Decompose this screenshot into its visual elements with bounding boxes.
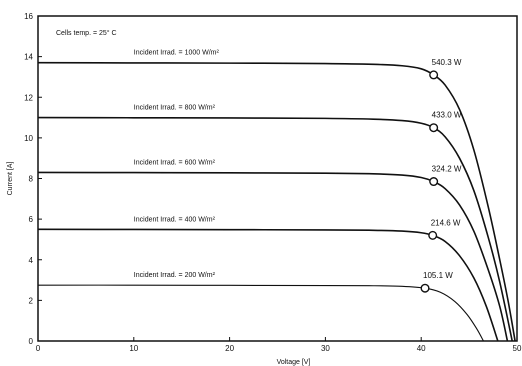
series-line [37, 284, 484, 342]
axis-ticks: 0 10 20 30 40 50 0 2 4 6 8 10 12 14 16 [24, 12, 522, 353]
series-labels: Incident Irrad. = 1000 W/m² Incident Irra… [134, 50, 220, 279]
mpp-point [429, 177, 439, 187]
x-tick-label: 50 [513, 344, 522, 353]
plot-area: 0 10 20 30 40 50 0 2 4 6 8 10 12 14 16 Incident Irrad.… [24, 12, 522, 353]
mpp-point [428, 230, 438, 240]
y-tick-label: 10 [24, 134, 33, 143]
cells-temperature-note: Cells temp. = 25° C [56, 29, 117, 37]
x-tick-label: 10 [129, 344, 138, 353]
mpp-power-label: 105.1 W [423, 271, 453, 280]
y-tick-label: 4 [29, 256, 34, 265]
series-name-label: Incident Irrad. = 400 W/m² [134, 216, 216, 223]
y-tick-label: 12 [24, 93, 33, 102]
mpp-point [429, 70, 439, 80]
series-line [37, 61, 516, 342]
y-tick-label: 14 [24, 53, 33, 62]
x-tick-label: 0 [36, 344, 41, 353]
x-tick-label: 30 [321, 344, 330, 353]
mpp-power-label: 433.0 W [432, 111, 462, 120]
y-tick-label: 0 [29, 337, 34, 346]
y-axis-label: Current [A] [7, 162, 14, 196]
series-name-label: Incident Irrad. = 800 W/m² [134, 105, 216, 112]
series-name-label: Incident Irrad. = 600 W/m² [134, 159, 216, 166]
x-tick-label: 40 [417, 344, 426, 353]
mpp-point [420, 283, 430, 293]
series-name-label: Incident Irrad. = 1000 W/m² [134, 50, 220, 57]
y-tick-label: 16 [24, 12, 33, 21]
mpp-power-label: 214.6 W [431, 218, 461, 227]
series-line [37, 171, 509, 342]
series-line [37, 228, 499, 342]
mpp-power-label: 540.3 W [432, 58, 462, 67]
y-tick-label: 2 [29, 296, 34, 305]
mpp-power-label: 324.2 W [432, 165, 462, 174]
series-name-label: Incident Irrad. = 200 W/m² [134, 272, 216, 279]
series-curves [37, 61, 516, 342]
mpp-point [429, 123, 439, 133]
x-axis-label: Voltage [V] [277, 359, 311, 366]
y-tick-label: 8 [29, 175, 34, 184]
y-tick-label: 6 [29, 215, 34, 224]
mpp-markers: 540.3 W 433.0 W 324.2 W 214.6 W 105.1 W [420, 58, 462, 293]
x-tick-label: 20 [225, 344, 234, 353]
series-line [37, 116, 513, 342]
